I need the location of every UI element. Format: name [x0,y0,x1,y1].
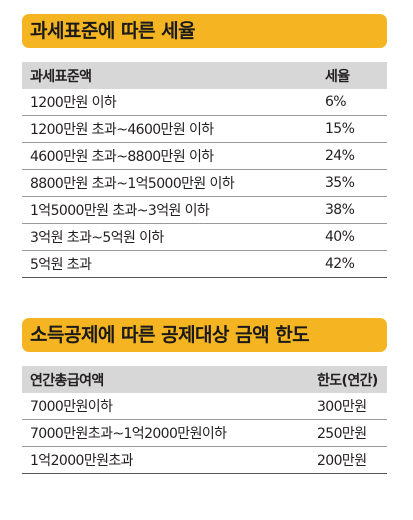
tax-base-cell: 4600만원 초과~8800만원 이하 [30,149,214,165]
tax-rate-header-row: 과세표준액 세율 [22,62,387,89]
salary-cell: 7000만원이하 [30,399,113,415]
table-row: 5억원 초과 42% [22,251,387,278]
table-row: 4600만원 초과~8800만원 이하 24% [22,143,387,170]
table-row: 3억원 초과~5억원 이하 40% [22,224,387,251]
tax-base-cell: 1200만원 이하 [30,95,117,111]
tax-base-cell: 1억5000만원 초과~3억원 이하 [30,203,210,219]
tax-rate-cell: 15% [325,121,355,137]
table-row: 1억5000만원 초과~3억원 이하 38% [22,197,387,224]
table-row: 1억2000만원초과 200만원 [22,447,387,474]
limit-cell: 300만원 [317,399,367,415]
tax-rate-cell: 40% [325,229,355,245]
tax-rate-cell: 24% [325,148,355,164]
tax-rate-cell: 35% [325,175,355,191]
tax-rate-cell: 6% [325,94,347,110]
header-tax-rate: 세율 [325,68,350,85]
salary-cell: 1억2000만원초과 [30,453,134,469]
deduction-limit-title: 소득공제에 따른 공제대상 금액 한도 [22,318,387,352]
tax-rate-cell: 38% [325,202,355,218]
table-row: 7000만원초과~1억2000만원이하 250만원 [22,420,387,447]
salary-cell: 7000만원초과~1억2000만원이하 [30,426,227,442]
tax-rate-section: 과세표준에 따른 세율 과세표준액 세율 1200만원 이하 6% 1200만원… [22,14,387,278]
header-annual-limit: 한도(연간) [317,372,378,389]
tax-base-cell: 5억원 초과 [30,257,92,273]
deduction-limit-section: 소득공제에 따른 공제대상 금액 한도 연간총급여액 한도(연간) 7000만원… [22,318,387,474]
table-row: 1200만원 초과~4600만원 이하 15% [22,116,387,143]
table-row: 8800만원 초과~1억5000만원 이하 35% [22,170,387,197]
tax-base-cell: 1200만원 초과~4600만원 이하 [30,122,214,138]
header-tax-base: 과세표준액 [30,68,92,85]
table-row: 1200만원 이하 6% [22,89,387,116]
tax-rate-title: 과세표준에 따른 세율 [22,14,387,48]
deduction-header-row: 연간총급여액 한도(연간) [22,366,387,393]
tax-base-cell: 8800만원 초과~1억5000만원 이하 [30,176,235,192]
limit-cell: 250만원 [317,426,367,442]
header-annual-salary: 연간총급여액 [30,372,104,389]
tax-rate-table: 과세표준액 세율 1200만원 이하 6% 1200만원 초과~4600만원 이… [22,62,387,278]
limit-cell: 200만원 [317,453,367,469]
table-row: 7000만원이하 300만원 [22,393,387,420]
tax-base-cell: 3억원 초과~5억원 이하 [30,230,164,246]
deduction-limit-table: 연간총급여액 한도(연간) 7000만원이하 300만원 7000만원초과~1억… [22,366,387,474]
tax-rate-cell: 42% [325,256,355,272]
